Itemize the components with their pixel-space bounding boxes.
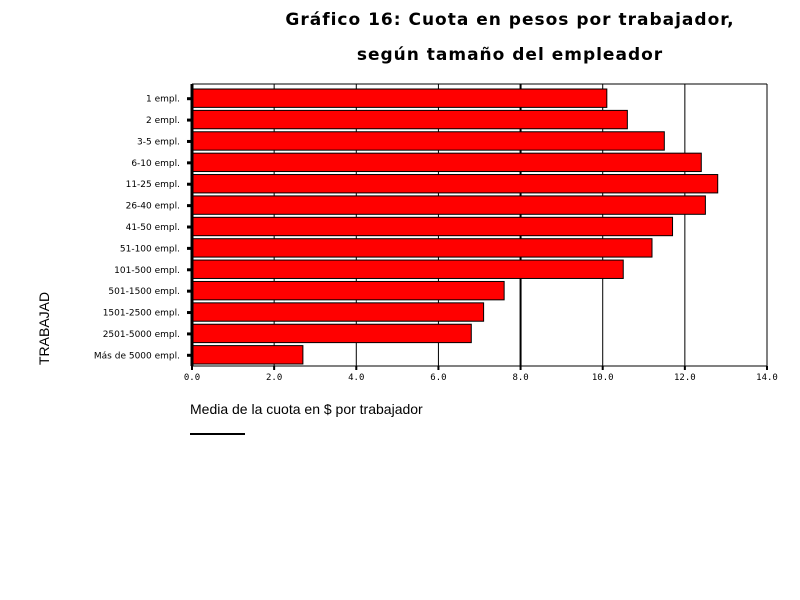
bar bbox=[191, 88, 608, 108]
bar bbox=[191, 131, 665, 151]
bar bbox=[191, 280, 505, 301]
x-tick-label: 8.0 bbox=[512, 373, 528, 383]
bar bbox=[191, 345, 304, 365]
y-tick-label: 6-10 empl. bbox=[131, 159, 180, 169]
bar bbox=[191, 174, 719, 194]
bar bbox=[191, 238, 653, 258]
bar bbox=[191, 109, 628, 130]
chart-title: Gráfico 16: Cuota en pesos por trabajado… bbox=[285, 10, 735, 30]
y-tick-label: 3-5 empl. bbox=[137, 137, 180, 147]
bar bbox=[191, 216, 674, 237]
bar bbox=[191, 152, 702, 173]
y-tick-label: 101-500 empl. bbox=[114, 266, 180, 276]
footnote-mark bbox=[190, 433, 245, 435]
x-axis-label: Media de la cuota en $ por trabajador bbox=[190, 401, 423, 417]
bar bbox=[191, 323, 472, 344]
y-tick-label: Más de 5000 empl. bbox=[94, 351, 180, 361]
y-tick-label: 1501-2500 empl. bbox=[103, 309, 180, 319]
y-axis-label: TRABAJAD bbox=[36, 291, 52, 365]
x-tick-label: 12.0 bbox=[674, 373, 696, 383]
x-tick-label: 10.0 bbox=[592, 373, 614, 383]
x-tick-label: 14.0 bbox=[756, 373, 778, 383]
y-tick-label: 26-40 empl. bbox=[126, 202, 180, 212]
bar bbox=[191, 259, 624, 279]
y-tick-label: 501-1500 empl. bbox=[108, 287, 180, 297]
chart-subtitle: según tamaño del empleador bbox=[356, 45, 664, 65]
y-tick-label: 2 empl. bbox=[146, 116, 180, 126]
bar bbox=[191, 195, 706, 215]
x-tick-label: 6.0 bbox=[430, 373, 446, 383]
y-tick-label: 2501-5000 empl. bbox=[103, 330, 180, 340]
x-tick-label: 0.0 bbox=[184, 373, 200, 383]
x-tick-label: 2.0 bbox=[266, 373, 282, 383]
x-tick-label: 4.0 bbox=[348, 373, 364, 383]
y-tick-label: 51-100 empl. bbox=[120, 244, 180, 254]
y-tick-label: 11-25 empl. bbox=[126, 180, 180, 190]
bar bbox=[191, 302, 485, 322]
y-tick-label: 41-50 empl. bbox=[126, 223, 180, 233]
y-tick-label: 1 empl. bbox=[146, 95, 180, 105]
